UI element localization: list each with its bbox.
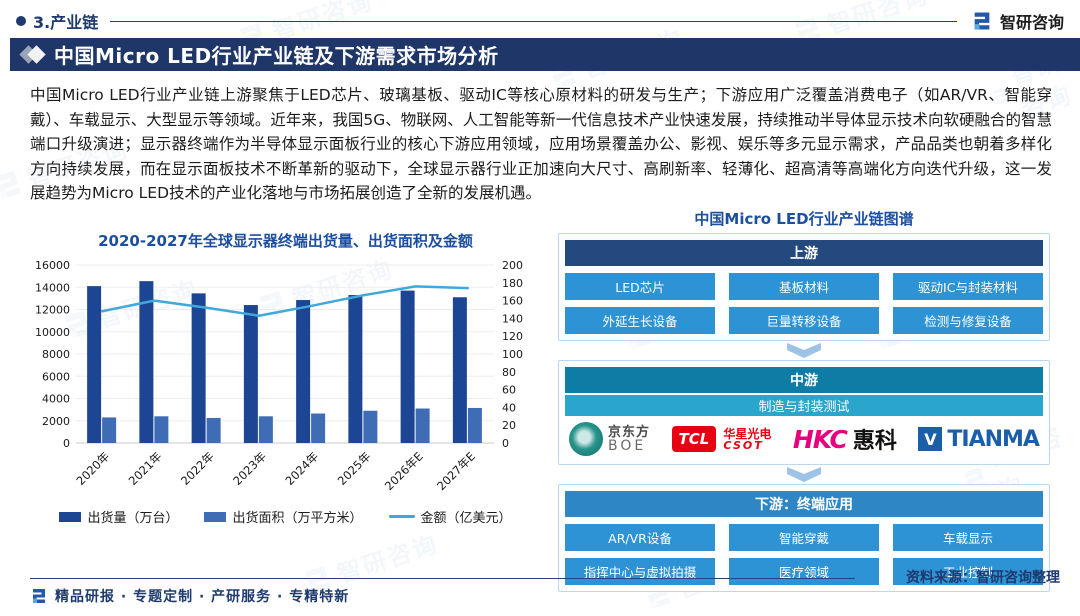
svg-text:2025年: 2025年 (335, 449, 374, 488)
title-bar: 中国Micro LED行业产业链及下游需求市场分析 (10, 38, 1080, 71)
source-note: 资料来源：智研咨询整理 (906, 570, 1060, 586)
combo-chart: 0 2000 4000 6000 8000 10000 12000 14000 16000 0 20… (35, 259, 523, 493)
chain-item: 工业控制 (893, 558, 1043, 585)
midstream-logos: 京东方 BOE TCL 华星光电 CSOT HKC 惠科 V TIANMA (565, 416, 1043, 458)
tcl-badge: TCL (671, 426, 717, 452)
chart-title: 2020-2027年全球显示器终端出货量、出货面积及金额 (98, 232, 473, 250)
legend-bar-swatch (204, 511, 227, 522)
chain-item: AR/VR设备 (565, 524, 715, 551)
arrow-midstream-downstream (558, 465, 1050, 484)
legend-label: 出货量（万台） (87, 511, 179, 526)
boe-en: BOE (608, 437, 647, 454)
svg-text:2026年E: 2026年E (382, 449, 426, 493)
chain-item: 医疗领域 (729, 558, 879, 585)
svg-text:2023年: 2023年 (230, 449, 269, 488)
industry-chain-diagram: 中国Micro LED行业产业链图谱 上游 LED芯片 基板材料 驱动IC与封装材料… (558, 208, 1050, 592)
tcl-csot-logo: TCL 华星光电 CSOT (671, 426, 772, 452)
down-arrow-icon (787, 343, 821, 358)
chain-item: 指挥中心与虚拟拍摄 (565, 558, 715, 585)
chain-item: LED芯片 (565, 273, 715, 300)
footer: 精品研报 · 专题定制 · 产研服务 · 专精特新 (30, 586, 349, 606)
brand-name: 智研咨询 (999, 13, 1064, 32)
svg-text:140: 140 (502, 312, 523, 325)
chain-item: 车载显示 (893, 524, 1043, 551)
svg-text:180: 180 (502, 277, 523, 290)
svg-text:100: 100 (502, 348, 523, 361)
svg-text:2020年: 2020年 (74, 449, 113, 488)
down-arrow-icon (787, 467, 821, 482)
zhiyan-logo-icon (974, 12, 990, 30)
legend-item: 出货面积（万平方米） (204, 507, 363, 526)
legend-label: 金额（亿美元） (420, 511, 512, 526)
csot-en: CSOT (723, 438, 764, 452)
diamond-icon (19, 44, 46, 65)
legend-item: 金额（亿美元） (388, 507, 512, 526)
svg-text:60: 60 (502, 384, 516, 397)
upstream-header: 上游 (565, 240, 1043, 266)
zhiyan-logo-icon (33, 589, 45, 603)
midstream-box: 中游 制造与封装测试 京东方 BOE TCL 华星光电 CSOT HKC 惠科 (558, 360, 1050, 465)
chain-item: 基板材料 (729, 273, 879, 300)
chart-card: 2020-2027年全球显示器终端出货量、出货面积及金额 0 2000 4000 60… (28, 230, 543, 526)
midstream-subheader: 制造与封装测试 (565, 395, 1043, 416)
top-header: 3.产业链 智研咨询 (16, 9, 1064, 33)
chain-item: 驱动IC与封装材料 (893, 273, 1043, 300)
svg-text:120: 120 (502, 330, 523, 343)
downstream-items: AR/VR设备 智能穿戴 车载显示指挥中心与虚拟拍摄 医疗领域 工业控制 (565, 524, 1043, 585)
tianma-en: TIANMA (947, 426, 1040, 452)
svg-text:200: 200 (502, 259, 523, 272)
svg-text:16000: 16000 (35, 259, 70, 272)
chain-item: 外延生长设备 (565, 307, 715, 334)
section-bullet-icon (16, 16, 26, 26)
svg-text:0: 0 (502, 437, 509, 450)
svg-text:2027年E: 2027年E (434, 449, 478, 493)
upstream-box: 上游 LED芯片 基板材料 驱动IC与封装材料外延生长设备 巨量转移设备 检测与修复设备 (558, 233, 1050, 341)
page-title: 中国Micro LED行业产业链及下游需求市场分析 (54, 44, 499, 68)
boe-logo: 京东方 BOE (569, 422, 650, 456)
csot-cn: 华星光电 (723, 426, 772, 441)
svg-text:12000: 12000 (35, 304, 70, 317)
svg-text:8000: 8000 (42, 348, 70, 361)
svg-text:80: 80 (502, 366, 516, 379)
svg-text:2021年: 2021年 (126, 449, 165, 488)
downstream-header: 下游：终端应用 (565, 491, 1043, 517)
svg-text:10000: 10000 (35, 326, 70, 339)
boe-logo-icon (569, 422, 603, 456)
tianma-logo: V TIANMA (918, 426, 1040, 452)
legend-bar-swatch (59, 511, 82, 522)
chain-item: 巨量转移设备 (729, 307, 879, 334)
legend-line-swatch (388, 515, 415, 518)
svg-text:2024年: 2024年 (283, 449, 322, 488)
boe-cn: 京东方 (608, 424, 651, 440)
brand-logo: 智研咨询 (971, 9, 1064, 33)
legend-item: 出货量（万台） (59, 507, 178, 526)
legend-label: 出货面积（万平方米） (232, 511, 363, 526)
downstream-box: 下游：终端应用 AR/VR设备 智能穿戴 车载显示指挥中心与虚拟拍摄 医疗领域 工业控制 (558, 484, 1050, 592)
svg-text:2022年: 2022年 (178, 449, 217, 488)
arrow-upstream-midstream (558, 341, 1050, 360)
svg-text:0: 0 (63, 437, 70, 450)
svg-text:2000: 2000 (42, 415, 70, 428)
footer-divider (30, 578, 855, 579)
svg-text:20: 20 (502, 419, 516, 432)
diagram-title: 中国Micro LED行业产业链图谱 (694, 210, 914, 228)
header-divider (110, 20, 957, 22)
svg-text:160: 160 (502, 295, 523, 308)
chain-item: 智能穿戴 (729, 524, 879, 551)
intro-paragraph: 中国Micro LED行业产业链上游聚焦于LED芯片、玻璃基板、驱动IC等核心原… (30, 86, 1052, 202)
svg-text:4000: 4000 (42, 393, 70, 406)
footer-tagline: 精品研报 · 专题定制 · 产研服务 · 专精特新 (55, 589, 350, 605)
midstream-header: 中游 (565, 367, 1043, 393)
upstream-items: LED芯片 基板材料 驱动IC与封装材料外延生长设备 巨量转移设备 检测与修复设备 (565, 273, 1043, 334)
hkc-cn: 惠科 (852, 429, 897, 454)
svg-text:14000: 14000 (35, 281, 70, 294)
chain-item: 检测与修复设备 (893, 307, 1043, 334)
svg-text:40: 40 (502, 401, 516, 414)
tianma-logo-icon: V (918, 427, 943, 451)
hkc-en: HKC (792, 424, 848, 454)
section-label: 3.产业链 (33, 13, 99, 32)
hkc-logo: HKC 惠科 (793, 423, 897, 455)
svg-text:6000: 6000 (42, 370, 70, 383)
chart-legend: 出货量（万台） 出货面积（万平方米） 金额（亿美元） (28, 507, 543, 526)
